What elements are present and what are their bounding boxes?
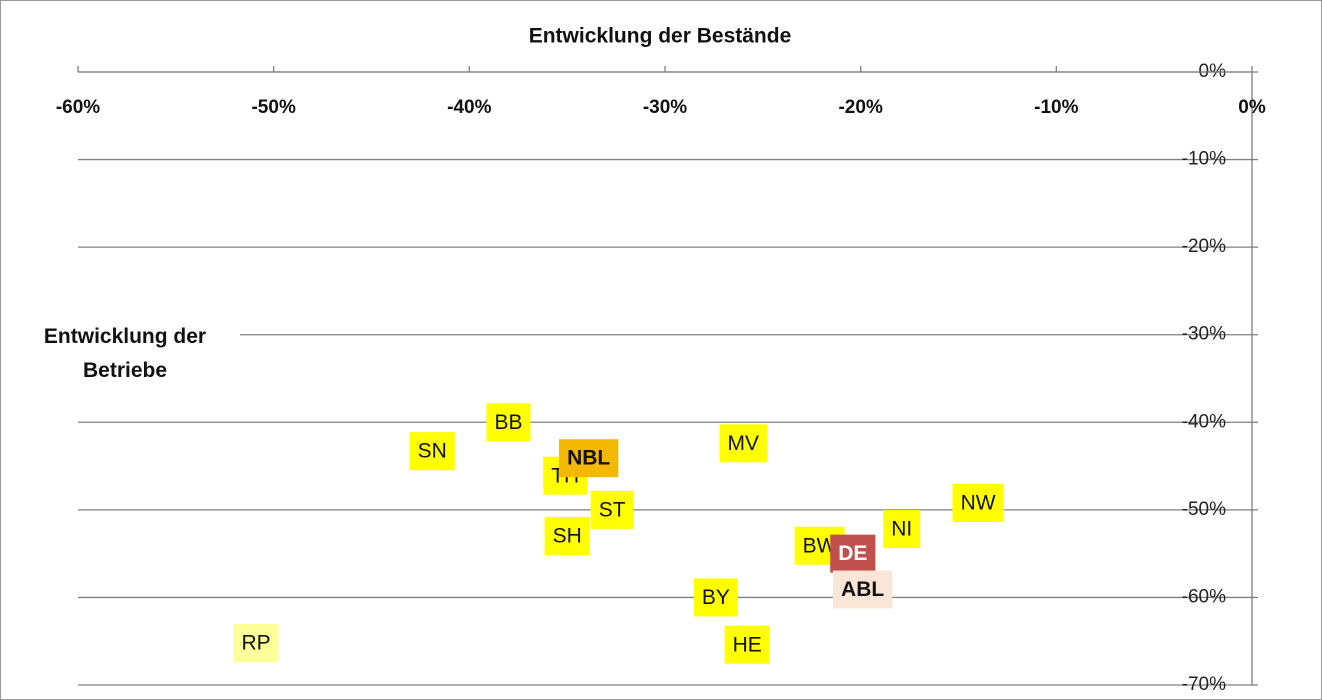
point-label-box	[409, 432, 455, 471]
y-axis-title: Entwicklung der Betriebe	[10, 320, 240, 388]
point-label-box	[693, 578, 738, 617]
y-tick-label: -10%	[1182, 149, 1226, 170]
x-tick-label: -20%	[838, 97, 882, 118]
point-label: BY	[702, 586, 730, 609]
x-tick-label: 0%	[1238, 97, 1266, 118]
point-label: MV	[728, 432, 760, 455]
chart-title: Entwicklung der Bestände	[529, 25, 792, 48]
y-tick-label: -40%	[1182, 411, 1226, 432]
point-label-box	[952, 483, 1004, 522]
point-label: RP	[241, 632, 270, 655]
point-label: ABL	[841, 578, 884, 601]
x-tick-label: -50%	[251, 97, 295, 118]
point-label-box	[590, 490, 634, 529]
y-tick-label: -50%	[1182, 499, 1226, 520]
point-label-box	[724, 625, 770, 664]
point-label-box	[233, 623, 279, 662]
point-label: ST	[599, 498, 626, 521]
y-tick-label: -20%	[1182, 236, 1226, 257]
point-label-box	[486, 403, 531, 442]
point-label: BB	[494, 411, 522, 434]
point-label-box	[719, 424, 768, 463]
point-label-box	[830, 534, 876, 573]
x-tick-label: -30%	[643, 97, 687, 118]
x-tick-label: -10%	[1034, 97, 1078, 118]
point-label: DE	[838, 542, 867, 565]
point-label-box	[832, 570, 893, 609]
point-label: NBL	[567, 447, 610, 470]
point-label: SH	[553, 525, 582, 548]
point-label: HE	[733, 633, 762, 656]
point-label-box	[883, 510, 921, 549]
point-label: NI	[891, 518, 912, 541]
point-label-box	[544, 517, 590, 556]
x-tick-label: -60%	[56, 97, 100, 118]
point-label: NW	[961, 491, 996, 514]
point-label: BW	[803, 534, 837, 557]
y-tick-label: -30%	[1182, 324, 1226, 345]
x-tick-label: -40%	[447, 97, 491, 118]
point-label: SN	[418, 440, 447, 463]
y-tick-label: -60%	[1182, 586, 1226, 607]
y-tick-label: -70%	[1182, 674, 1226, 695]
point-label-box	[559, 439, 619, 478]
